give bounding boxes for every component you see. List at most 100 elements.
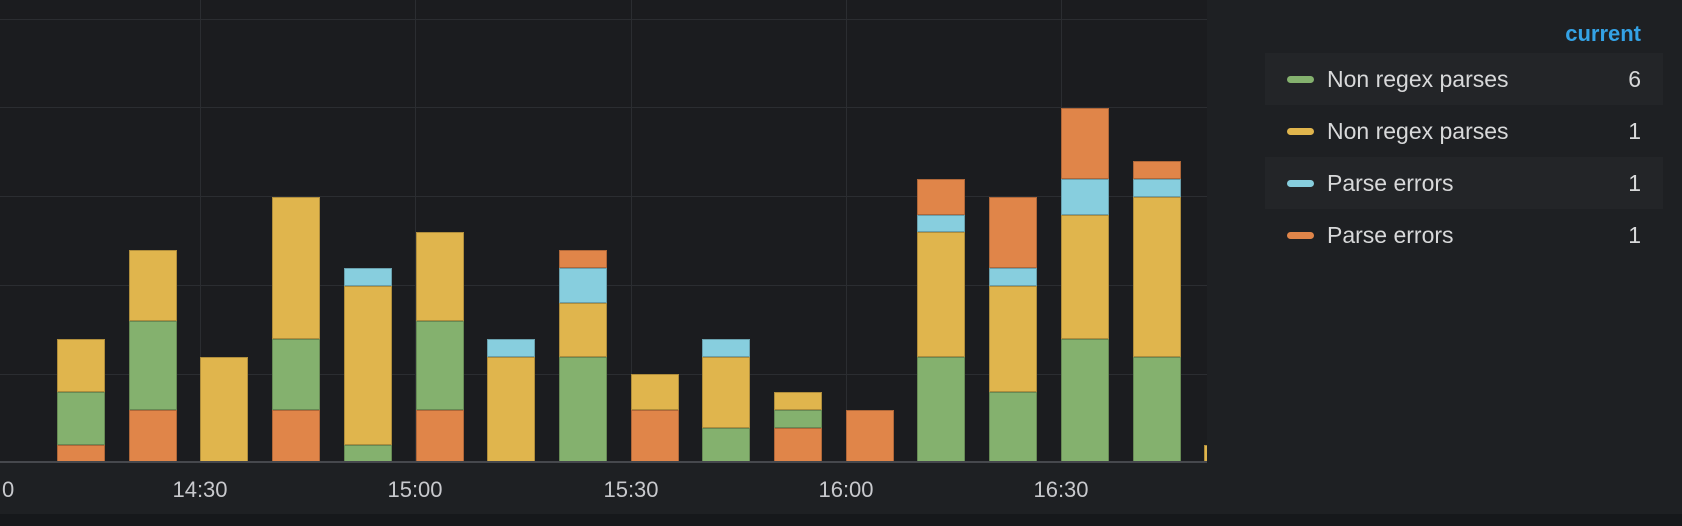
bar-segment-green[interactable] [416, 321, 464, 410]
stacked-bar-14:40[interactable] [272, 196, 320, 463]
legend-column-header-current[interactable]: current [1565, 21, 1641, 46]
series-label[interactable]: Non regex parses [1327, 65, 1509, 92]
bar-segment-orange[interactable] [416, 409, 464, 463]
series-color-swatch [1287, 75, 1314, 83]
bar-segment-blue[interactable] [487, 338, 535, 357]
bar-segment-yellow[interactable] [272, 196, 320, 339]
stacked-bar-16:50[interactable] [1204, 445, 1207, 463]
series-label[interactable]: Parse errors [1327, 169, 1454, 196]
stacked-bar-14:10[interactable] [57, 338, 105, 463]
stacked-bar-15:20[interactable] [559, 250, 607, 463]
stacked-bar-15:40[interactable] [702, 338, 750, 463]
bar-segment-orange[interactable] [129, 409, 177, 463]
bar-segment-orange[interactable] [917, 179, 965, 215]
bar-segment-blue[interactable] [1061, 179, 1109, 215]
stacked-bar-16:20[interactable] [989, 196, 1037, 463]
bar-segment-green[interactable] [559, 356, 607, 463]
gridline-horizontal [0, 19, 1207, 20]
gridline-vertical [631, 0, 632, 463]
bars-layer [57, 108, 1207, 463]
bar-segment-blue[interactable] [917, 214, 965, 233]
stacked-bar-14:50[interactable] [344, 267, 392, 463]
bar-segment-yellow[interactable] [989, 285, 1037, 392]
bar-segment-yellow[interactable] [917, 232, 965, 357]
gridline-vertical [415, 0, 416, 463]
bar-segment-green[interactable] [344, 445, 392, 463]
x-tick-label: 0 [2, 477, 15, 502]
stacked-bar-14:20[interactable] [129, 250, 177, 463]
bar-segment-orange[interactable] [1061, 108, 1109, 179]
bar-segment-yellow[interactable] [702, 356, 750, 428]
gridline-vertical [200, 0, 201, 463]
stacked-bar-16:40[interactable] [1133, 161, 1181, 463]
x-axis: 0 14:30 15:00 15:30 16:00 16:30 [0, 463, 1207, 514]
bar-segment-yellow[interactable] [200, 356, 248, 463]
stacked-bar-15:30[interactable] [631, 374, 679, 463]
bar-segment-green[interactable] [272, 338, 320, 410]
stacked-bar-16:10[interactable] [917, 179, 965, 463]
series-current-value: 1 [1628, 117, 1641, 144]
legend-item-parse-errors-orange[interactable]: Parse errors 1 [1265, 209, 1663, 261]
x-tick-label: 15:00 [387, 477, 443, 502]
x-tick-label: 16:30 [1033, 477, 1089, 502]
series-color-swatch [1287, 231, 1314, 239]
plot-area[interactable] [0, 0, 1207, 463]
bar-segment-yellow[interactable] [344, 285, 392, 446]
gridline-horizontal [0, 196, 1207, 197]
bar-segment-yellow[interactable] [559, 303, 607, 357]
bar-segment-orange[interactable] [989, 196, 1037, 268]
stacked-bar-15:50[interactable] [774, 392, 822, 463]
bar-segment-green[interactable] [774, 409, 822, 428]
bar-segment-green[interactable] [129, 321, 177, 410]
bar-segment-yellow[interactable] [1061, 214, 1109, 339]
gridline-horizontal [0, 107, 1207, 108]
bar-segment-yellow[interactable] [129, 250, 177, 321]
bar-segment-blue[interactable] [344, 267, 392, 286]
bar-segment-green[interactable] [917, 356, 965, 463]
x-tick-label: 14:30 [172, 477, 228, 502]
bar-segment-green[interactable] [57, 392, 105, 446]
series-label[interactable]: Parse errors [1327, 221, 1454, 248]
bar-segment-green[interactable] [989, 392, 1037, 463]
x-axis-line [0, 461, 1207, 463]
bar-segment-green[interactable] [1133, 356, 1181, 463]
series-current-value: 1 [1628, 169, 1641, 196]
stacked-bar-15:10[interactable] [487, 338, 535, 463]
bar-segment-yellow[interactable] [1133, 196, 1181, 357]
bar-segment-orange[interactable] [272, 409, 320, 463]
bar-segment-yellow[interactable] [631, 374, 679, 410]
stacked-bar-16:00[interactable] [846, 409, 894, 463]
bar-segment-yellow[interactable] [774, 392, 822, 410]
series-color-swatch [1287, 179, 1314, 187]
x-tick-label: 16:00 [818, 477, 874, 502]
bar-segment-blue[interactable] [559, 267, 607, 304]
bar-segment-orange[interactable] [846, 409, 894, 463]
gridline-vertical [846, 0, 847, 463]
x-tick-label: 15:30 [603, 477, 659, 502]
bar-segment-orange[interactable] [774, 427, 822, 463]
bar-segment-blue[interactable] [1133, 179, 1181, 197]
bar-segment-orange[interactable] [1133, 161, 1181, 179]
bar-segment-yellow[interactable] [57, 338, 105, 392]
bar-segment-yellow[interactable] [1204, 445, 1207, 463]
series-label[interactable]: Non regex parses [1327, 117, 1509, 144]
bar-segment-yellow[interactable] [416, 232, 464, 321]
bar-segment-orange[interactable] [559, 250, 607, 268]
page-bottom-strip [0, 514, 1682, 526]
legend-item-non-regex-parses-green[interactable]: Non regex parses 6 [1265, 53, 1663, 105]
stacked-bar-15:00[interactable] [416, 232, 464, 463]
series-current-value: 1 [1628, 221, 1641, 248]
legend-item-non-regex-parses-yellow[interactable]: Non regex parses 1 [1265, 105, 1663, 157]
bar-segment-green[interactable] [702, 427, 750, 463]
legend-item-parse-errors-blue[interactable]: Parse errors 1 [1265, 157, 1663, 209]
bar-segment-blue[interactable] [702, 338, 750, 357]
bar-segment-yellow[interactable] [487, 356, 535, 463]
legend: current Non regex parses 6 Non regex par… [1265, 20, 1663, 261]
bar-segment-green[interactable] [1061, 338, 1109, 463]
bar-segment-blue[interactable] [989, 267, 1037, 286]
stacked-bar-16:30[interactable] [1061, 108, 1109, 463]
bar-segment-orange[interactable] [631, 409, 679, 463]
bar-segment-orange[interactable] [57, 445, 105, 463]
stacked-bar-14:30[interactable] [200, 356, 248, 463]
